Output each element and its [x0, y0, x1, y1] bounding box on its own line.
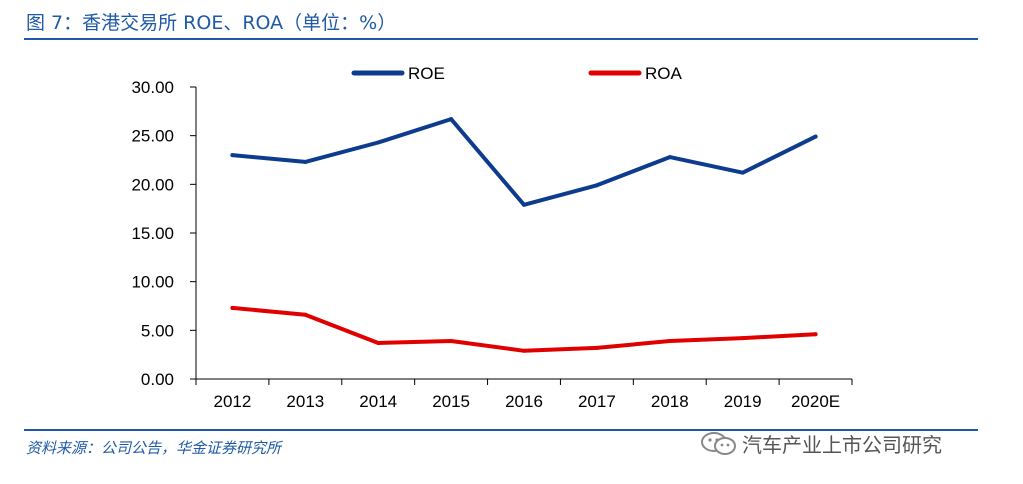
data-point-roa: [449, 339, 454, 344]
y-tick-label: 10.00: [131, 273, 174, 292]
y-tick-label: 15.00: [131, 224, 174, 243]
y-tick-label: 30.00: [131, 78, 174, 97]
legend-label-roe: ROE: [408, 64, 445, 83]
series-line-roe: [230, 117, 818, 207]
y-tick-label: 20.00: [131, 175, 174, 194]
x-tick-label: 2012: [214, 392, 252, 411]
x-tick-label: 2018: [651, 392, 689, 411]
data-point-roe: [230, 153, 235, 158]
chart-series: [230, 117, 818, 353]
series-line-roa: [230, 305, 818, 353]
data-point-roa: [522, 348, 526, 353]
legend-label-roa: ROA: [645, 64, 683, 83]
data-point-roe: [449, 117, 454, 122]
x-tick-label: 2015: [432, 392, 470, 411]
data-point-roa: [376, 340, 381, 345]
watermark-text: 汽车产业上市公司研究: [742, 433, 942, 457]
data-point-roe: [813, 134, 818, 139]
y-tick-label: 0.00: [141, 370, 174, 389]
chart-legend: ROE ROA: [351, 64, 683, 83]
data-point-roe: [522, 202, 526, 207]
x-tick-label: 2019: [724, 392, 762, 411]
data-point-roa: [667, 339, 672, 344]
data-point-roe: [303, 159, 308, 164]
source-note: 资料来源：公司公告，华金证券研究所: [26, 439, 282, 457]
data-point-roa: [813, 332, 818, 337]
y-tick-label: 25.00: [131, 127, 174, 146]
data-point-roa: [303, 312, 308, 317]
bottom-divider: [24, 429, 978, 431]
data-point-roe: [740, 170, 745, 175]
top-divider: [24, 38, 978, 40]
line-chart: ROE ROA 0.00 5.00 10.00 15.00 20.00 25.00 30.00…: [131, 64, 853, 411]
y-tick-label: 5.00: [141, 321, 174, 340]
figure-title: 图 7：香港交易所 ROE、ROA（单位：%）: [26, 12, 397, 34]
data-point-roa: [740, 336, 745, 341]
data-point-roa: [594, 345, 599, 350]
x-tick-label: 2020E: [791, 392, 840, 411]
x-tick-label: 2016: [505, 392, 543, 411]
data-point-roe: [667, 155, 672, 160]
x-tick-label: 2014: [359, 392, 397, 411]
data-point-roe: [594, 183, 599, 188]
data-point-roa: [230, 305, 235, 310]
x-tick-label: 2017: [578, 392, 616, 411]
wechat-icon: [701, 431, 736, 455]
chart-axes: 0.00 5.00 10.00 15.00 20.00 25.00 30.00 2012 201…: [131, 78, 853, 411]
data-point-roe: [376, 140, 381, 145]
watermark: 汽车产业上市公司研究: [700, 429, 942, 458]
x-tick-label: 2013: [286, 392, 324, 411]
